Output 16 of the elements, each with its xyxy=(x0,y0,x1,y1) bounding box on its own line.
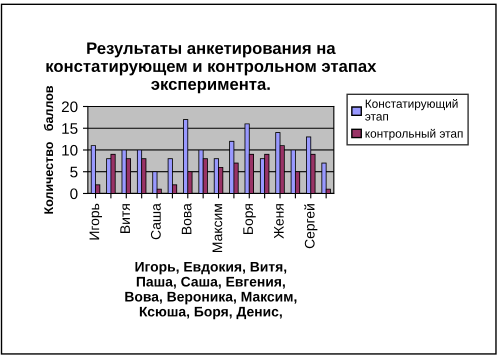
x-tick-label: Вова xyxy=(182,203,192,234)
legend-label: контрольный этап xyxy=(366,128,463,140)
x-tick-label: Игорь xyxy=(90,204,102,240)
y-tick-label: 5 xyxy=(70,166,78,178)
x-tick-label: Саша xyxy=(150,203,161,240)
x-tick-label: Максим xyxy=(212,204,222,252)
y-tick-label: 15 xyxy=(62,123,78,134)
x-tick-label: Боря xyxy=(243,204,256,234)
x-tick-label: Витя xyxy=(120,204,130,233)
y-tick-label: 10 xyxy=(62,144,78,156)
x-tick-label: Сергей xyxy=(304,204,318,248)
y-axis-title: Количество баллов xyxy=(44,86,54,214)
y-tick-label: 0 xyxy=(70,188,78,200)
x-axis-title: Игорь, Евдокия, Витя, Паша, Саша, Евгения, Вова, Вероника, Максим, Ксюша, Боря, Денис, xyxy=(125,262,296,320)
x-tick-label: Женя xyxy=(274,204,284,239)
y-tick-label: 20 xyxy=(62,101,78,112)
